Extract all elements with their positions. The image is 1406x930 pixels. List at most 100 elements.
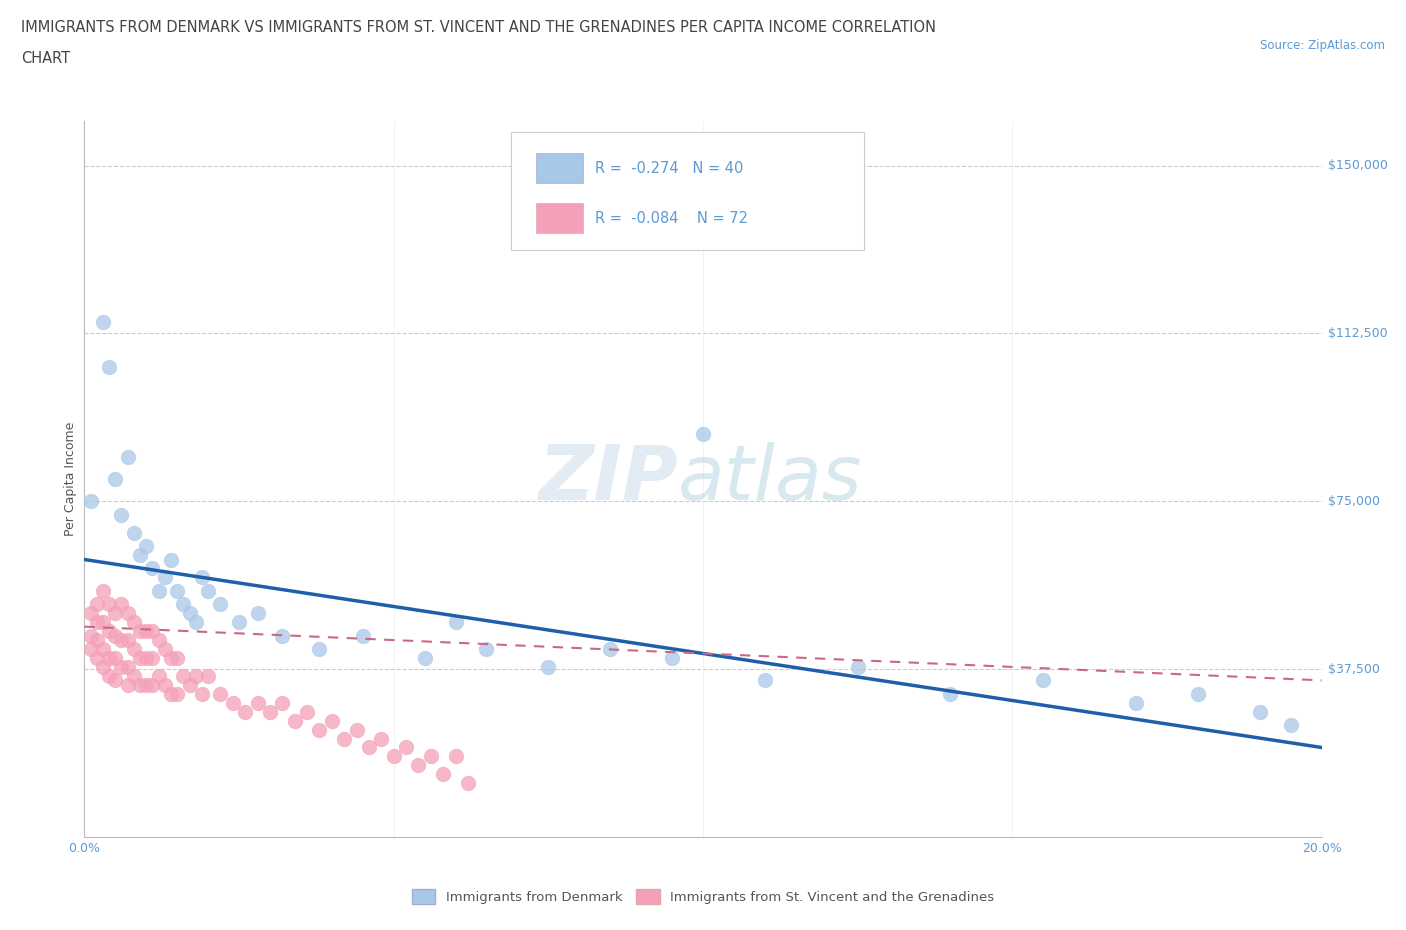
Point	[408, 758, 430, 773]
Point	[86, 597, 108, 612]
Point	[104, 628, 127, 643]
Point	[284, 713, 307, 728]
Point	[98, 651, 121, 666]
Point	[160, 686, 183, 701]
Point	[91, 659, 114, 674]
Point	[191, 686, 214, 701]
Point	[222, 696, 245, 711]
Point	[939, 686, 962, 701]
Point	[110, 632, 132, 647]
Point	[86, 615, 108, 630]
Point	[395, 740, 418, 755]
Point	[271, 696, 294, 711]
Point	[148, 583, 170, 598]
Point	[86, 632, 108, 647]
Point	[197, 583, 219, 598]
Point	[129, 624, 152, 639]
Point	[122, 642, 145, 657]
Point	[1249, 704, 1271, 719]
Point	[135, 538, 157, 553]
Point	[172, 669, 194, 684]
Point	[79, 628, 101, 643]
Point	[141, 651, 163, 666]
Point	[184, 669, 207, 684]
Point	[122, 669, 145, 684]
Point	[432, 767, 454, 782]
Point	[79, 494, 101, 509]
Point	[357, 740, 380, 755]
Point	[110, 507, 132, 522]
Point	[104, 605, 127, 620]
Point	[129, 651, 152, 666]
Point	[166, 686, 188, 701]
Text: ZIP: ZIP	[538, 442, 678, 516]
Point	[86, 651, 108, 666]
Point	[321, 713, 343, 728]
Point	[308, 722, 330, 737]
Point	[148, 632, 170, 647]
Point	[179, 677, 201, 692]
Point	[209, 686, 232, 701]
Point	[104, 472, 127, 486]
Point	[153, 677, 176, 692]
Point	[153, 642, 176, 657]
Point	[228, 615, 250, 630]
Text: R =  -0.274   N = 40: R = -0.274 N = 40	[595, 161, 744, 176]
Point	[117, 659, 139, 674]
Point	[91, 583, 114, 598]
Text: $75,000: $75,000	[1327, 495, 1379, 508]
Point	[271, 628, 294, 643]
Point	[333, 731, 356, 746]
Point	[135, 651, 157, 666]
Point	[179, 605, 201, 620]
Point	[346, 722, 368, 737]
Point	[444, 615, 467, 630]
Point	[117, 677, 139, 692]
Point	[166, 651, 188, 666]
Point	[233, 704, 256, 719]
Point	[160, 552, 183, 567]
Point	[419, 749, 441, 764]
Point	[382, 749, 405, 764]
Point	[117, 632, 139, 647]
Text: CHART: CHART	[21, 51, 70, 66]
Point	[135, 677, 157, 692]
Y-axis label: Per Capita Income: Per Capita Income	[65, 422, 77, 536]
Text: $150,000: $150,000	[1327, 159, 1388, 172]
Point	[141, 561, 163, 576]
Point	[259, 704, 281, 719]
Bar	[536, 153, 583, 183]
Point	[104, 673, 127, 688]
Point	[1032, 673, 1054, 688]
Text: $37,500: $37,500	[1327, 663, 1379, 676]
FancyBboxPatch shape	[512, 132, 863, 250]
Point	[110, 597, 132, 612]
Text: R =  -0.084    N = 72: R = -0.084 N = 72	[595, 211, 748, 226]
Point	[135, 624, 157, 639]
Point	[1125, 696, 1147, 711]
Point	[110, 659, 132, 674]
Point	[599, 642, 621, 657]
Point	[413, 651, 436, 666]
Point	[166, 583, 188, 598]
Text: $112,500: $112,500	[1327, 327, 1388, 340]
Point	[475, 642, 498, 657]
Point	[370, 731, 392, 746]
Point	[91, 642, 114, 657]
Point	[117, 605, 139, 620]
Point	[153, 570, 176, 585]
Point	[1187, 686, 1209, 701]
Point	[537, 659, 560, 674]
Point	[117, 449, 139, 464]
Point	[191, 570, 214, 585]
Point	[754, 673, 776, 688]
Point	[98, 624, 121, 639]
Point	[98, 669, 121, 684]
Legend: Immigrants from Denmark, Immigrants from St. Vincent and the Grenadines: Immigrants from Denmark, Immigrants from…	[406, 884, 1000, 910]
Point	[122, 615, 145, 630]
Point	[91, 615, 114, 630]
Point	[457, 776, 479, 790]
Point	[1279, 718, 1302, 733]
Point	[246, 605, 269, 620]
Point	[129, 677, 152, 692]
